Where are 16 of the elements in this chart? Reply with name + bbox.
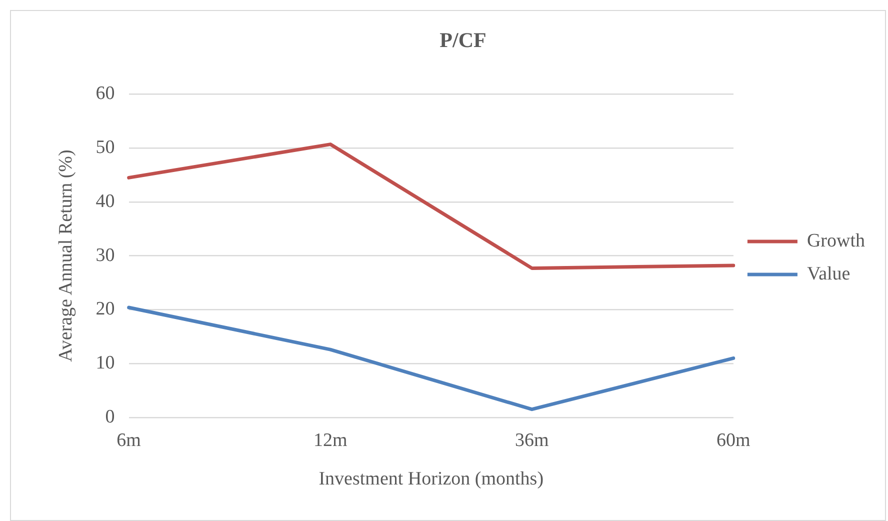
- x-tick-label: 60m: [716, 430, 751, 451]
- x-axis-title: Investment Horizon (months): [318, 468, 544, 490]
- y-tick-label: 60: [96, 83, 115, 104]
- y-tick-label: 50: [96, 137, 115, 158]
- legend-label: Value: [806, 263, 850, 284]
- y-tick-label: 30: [96, 244, 115, 266]
- x-tick-label: 36m: [515, 430, 550, 451]
- y-tick-label: 40: [96, 190, 115, 212]
- y-tick-label: 0: [105, 406, 115, 428]
- chart-title: P/CF: [440, 28, 486, 52]
- y-tick-label: 10: [96, 352, 115, 374]
- x-tick-label: 6m: [116, 430, 142, 451]
- y-tick-label: 20: [96, 298, 115, 320]
- y-axis-title: Average Annual Return (%): [55, 150, 76, 362]
- legend-label: Growth: [806, 230, 866, 252]
- x-tick-label: 12m: [313, 430, 348, 451]
